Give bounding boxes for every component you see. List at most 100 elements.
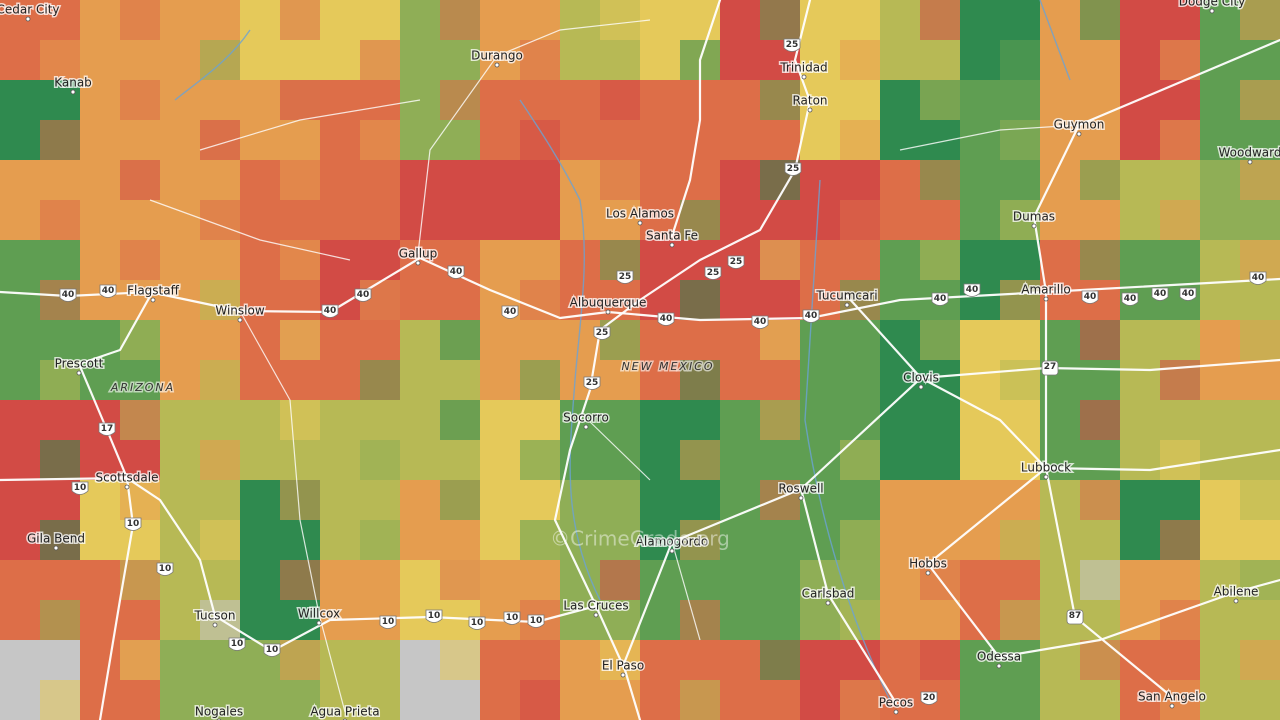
county-area [840,40,880,80]
county-area [680,520,720,560]
county-area [360,520,400,560]
shield-number: 40 [1182,289,1195,299]
shield-number: 40 [324,306,337,316]
interstate-shield [616,270,634,284]
city-label: Gila Bend [27,532,85,546]
county-area [360,120,400,160]
shield-number: 10 [159,564,172,574]
shield-number: 40 [805,311,818,321]
county-area [840,200,880,240]
city-label: Odessa [977,650,1021,664]
city-label: Cedar City [0,3,60,17]
county-area [200,680,240,720]
county-area [1080,160,1120,200]
county-area [440,400,480,440]
county-area [600,560,640,600]
city-dot [669,242,675,248]
county-area [40,680,80,720]
city-dot [237,317,243,323]
county-area [120,80,160,120]
county-area [760,80,800,120]
county-area [40,200,80,240]
interstate-shield [1249,271,1267,285]
county-area [1240,560,1280,600]
county-area [1080,480,1120,520]
city-dot [53,545,59,551]
city-label: Carlsbad [802,587,855,601]
interstate-shield [98,422,116,436]
shield-number: 10 [74,483,87,493]
county-area [1240,400,1280,440]
county-area [1080,240,1120,280]
county-area [760,240,800,280]
county-area [280,320,320,360]
shield-number: 87 [1069,611,1082,621]
city-label: Roswell [778,482,823,496]
county-area [1000,40,1040,80]
county-area [1080,640,1120,680]
county-area [520,360,560,400]
county-area [840,280,880,320]
county-area [760,320,800,360]
county-area [520,440,560,480]
interstate-shield [920,691,938,705]
city-label: Winslow [215,304,264,318]
city-label: Tucson [194,609,236,623]
county-area [1080,400,1120,440]
county-area [200,280,240,320]
city-label: Scottsdale [96,471,159,485]
interstate-shield [501,305,519,319]
county-area [1000,600,1040,640]
county-area [120,640,160,680]
county-area [680,440,720,480]
county-area [1240,480,1280,520]
shield-number: 10 [231,639,244,649]
city-label: El Paso [602,659,644,673]
county-area [120,0,160,40]
county-area [760,400,800,440]
county-area [40,40,80,80]
county-area [1160,280,1200,320]
county-area [840,520,880,560]
county-area [840,120,880,160]
interstate-shield [263,643,281,657]
interstate-shield [751,315,769,329]
city-dot [825,600,831,606]
city-label: Kanab [54,76,92,90]
region-label: ARIZONA [110,381,175,394]
county-area [600,400,640,440]
county-area [520,520,560,560]
city-label: Trinidad [779,61,827,75]
city-dot [807,107,813,113]
interstate-shield [963,283,981,297]
city-dot [150,297,156,303]
shield-number: 10 [127,519,140,529]
interstate-shield [784,162,802,176]
county-area [840,600,880,640]
county-area [360,200,400,240]
interstate-shield [1121,292,1139,306]
us-route-shield [1041,360,1059,376]
county-area [440,320,480,360]
shield-number: 40 [1124,294,1137,304]
city-dot [798,495,804,501]
city-label: Nogales [195,705,243,719]
city-dot [212,622,218,628]
county-area [360,360,400,400]
county-area [200,520,240,560]
interstate-shield [99,284,117,298]
county-area [360,680,400,720]
city-label: Hobbs [909,557,947,571]
shield-number: 10 [530,616,543,626]
county-area [520,120,560,160]
county-area [760,560,800,600]
city-label: Tucumcari [815,289,877,303]
county-area [40,520,80,560]
county-area [280,160,320,200]
county-area [920,320,960,360]
interstate-shield [704,266,722,280]
county-area [120,160,160,200]
county-area [120,400,160,440]
city-label: Socorro [563,411,609,425]
